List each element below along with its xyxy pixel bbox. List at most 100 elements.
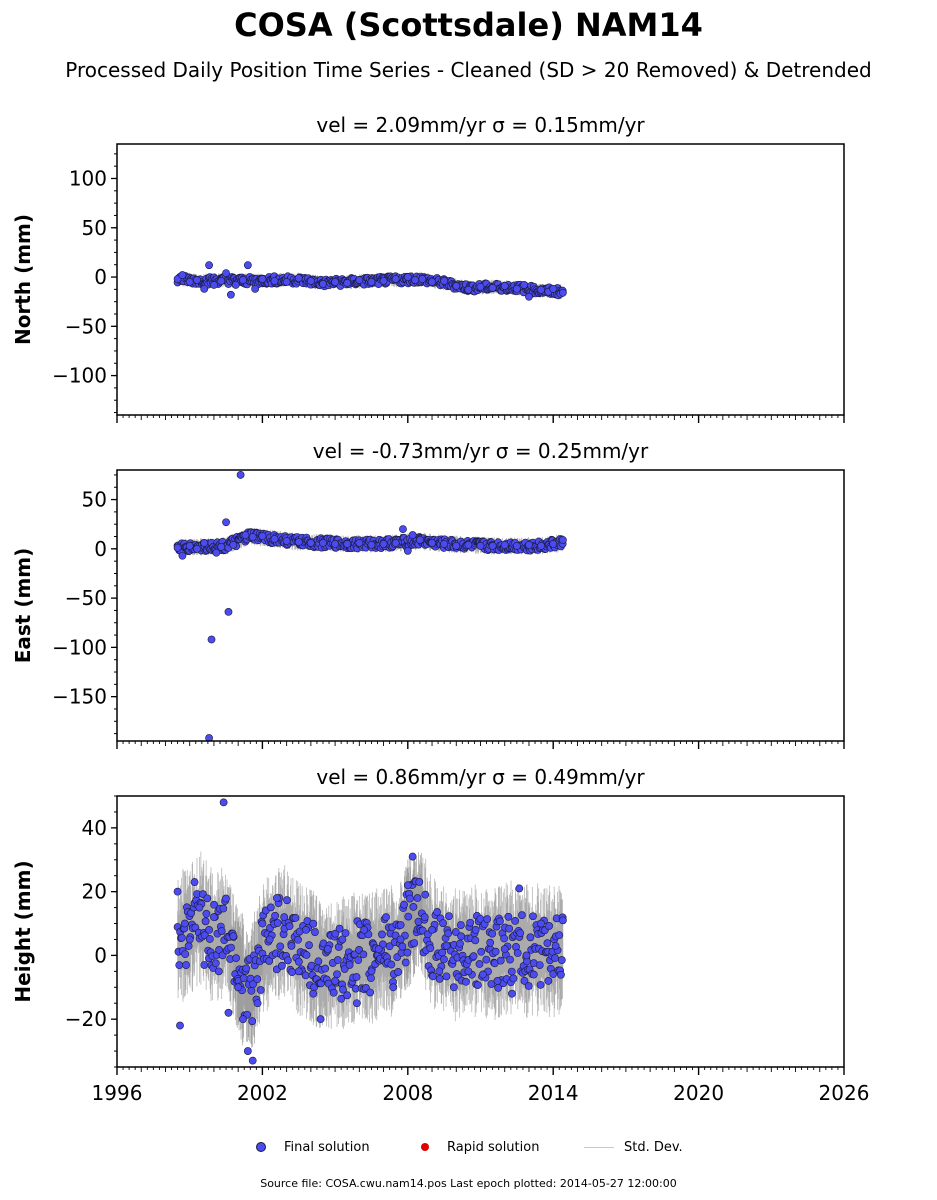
data-point xyxy=(251,284,260,293)
data-point xyxy=(486,938,495,947)
data-point xyxy=(210,913,218,922)
data-point xyxy=(439,919,447,928)
data-point xyxy=(558,916,567,925)
data-point xyxy=(493,977,502,985)
data-point xyxy=(404,912,413,921)
legend-final-marker xyxy=(256,1142,266,1152)
data-point xyxy=(273,894,281,902)
data-point xyxy=(389,983,398,992)
data-point xyxy=(219,798,228,807)
data-point xyxy=(173,887,182,896)
data-point xyxy=(367,967,376,976)
data-point xyxy=(190,878,199,886)
data-point xyxy=(426,944,435,953)
data-point xyxy=(311,928,319,936)
data-point xyxy=(549,284,558,293)
data-point xyxy=(491,947,500,956)
data-point xyxy=(509,974,518,983)
axes-frame xyxy=(116,469,845,742)
data-point xyxy=(305,941,313,950)
data-point xyxy=(435,967,444,976)
data-point xyxy=(410,939,419,947)
data-point xyxy=(511,916,520,925)
data-point xyxy=(210,281,218,289)
data-point xyxy=(337,994,346,1003)
data-point xyxy=(471,926,480,934)
data-point xyxy=(283,896,291,905)
data-point xyxy=(306,539,315,547)
data-point xyxy=(488,283,497,292)
data-point xyxy=(195,903,204,912)
data-point xyxy=(549,540,558,548)
data-point xyxy=(205,935,214,943)
data-point xyxy=(354,956,363,965)
y-tick-label: −20 xyxy=(65,1007,107,1031)
data-point xyxy=(288,968,296,977)
data-point xyxy=(249,980,257,989)
data-point xyxy=(345,961,354,969)
data-point xyxy=(258,532,267,540)
legend-final-solution: Final solution xyxy=(256,1136,370,1158)
data-point xyxy=(182,961,190,969)
data-point xyxy=(403,546,412,555)
data-point xyxy=(487,980,496,988)
data-point xyxy=(176,1021,184,1030)
data-point xyxy=(479,970,487,979)
data-point xyxy=(212,548,221,557)
data-point xyxy=(258,919,267,928)
data-point xyxy=(457,932,466,941)
x-tick-label: 2008 xyxy=(382,1081,433,1105)
data-point xyxy=(418,275,427,283)
data-point xyxy=(415,878,424,886)
data-point xyxy=(224,1008,233,1017)
data-point xyxy=(367,278,376,286)
data-point xyxy=(302,926,310,934)
data-point xyxy=(520,976,529,985)
y-tick-label: 0 xyxy=(94,537,107,561)
data-point xyxy=(456,939,464,948)
data-point xyxy=(544,977,553,985)
data-point xyxy=(271,911,280,920)
data-point xyxy=(339,985,347,994)
y-tick-label: −100 xyxy=(52,635,107,659)
data-point xyxy=(500,945,509,953)
data-point xyxy=(428,972,437,981)
data-point xyxy=(428,539,436,547)
data-point xyxy=(529,970,538,979)
data-point xyxy=(462,977,470,986)
data-point xyxy=(475,960,484,968)
data-point xyxy=(185,278,194,286)
data-point xyxy=(210,900,218,909)
data-point xyxy=(403,881,412,890)
time-series-plots: −100 −50 0 50 100 vel = 2.09mm/yr σ = 0.15mm/… xyxy=(11,113,869,1105)
data-point xyxy=(525,540,533,549)
data-point xyxy=(294,538,303,546)
data-point xyxy=(353,999,361,1008)
data-point xyxy=(331,977,339,985)
data-point xyxy=(398,942,407,951)
data-point xyxy=(359,950,368,959)
data-point xyxy=(495,917,504,926)
data-point xyxy=(557,970,565,979)
data-point xyxy=(205,261,213,270)
data-point xyxy=(464,540,473,549)
data-point xyxy=(505,924,514,933)
y-tick-label: 100 xyxy=(69,166,107,190)
data-point xyxy=(442,941,451,950)
data-point xyxy=(367,974,375,983)
data-point xyxy=(301,971,310,980)
data-point xyxy=(382,913,390,922)
data-point xyxy=(222,269,230,277)
data-point xyxy=(433,908,442,916)
panel-title: vel = 0.86mm/yr σ = 0.49mm/yr xyxy=(316,765,645,789)
data-point xyxy=(440,277,449,285)
data-point xyxy=(205,926,213,934)
data-point xyxy=(476,541,485,550)
data-point xyxy=(205,734,213,741)
data-point xyxy=(558,288,567,297)
data-point xyxy=(557,956,566,964)
data-point xyxy=(464,285,473,294)
data-point xyxy=(515,884,524,893)
legend-rapid-label: Rapid solution xyxy=(447,1139,540,1155)
data-point xyxy=(374,945,383,953)
